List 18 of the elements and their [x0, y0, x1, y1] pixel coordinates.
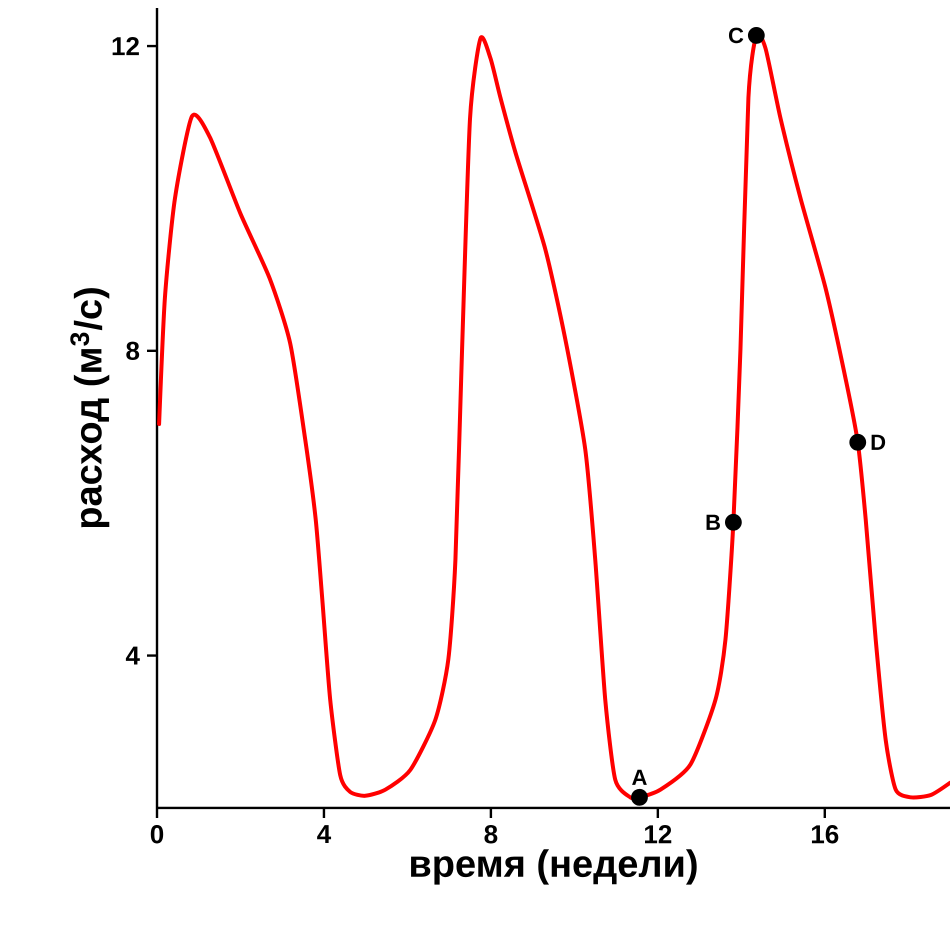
y-tick-label: 4 — [126, 646, 140, 665]
point — [631, 788, 648, 806]
x-tick-label: 12 — [645, 825, 672, 844]
x-tick-label: 4 — [317, 825, 332, 843]
y-tick-label: 12 — [112, 37, 139, 56]
x-tick-label: 8 — [484, 825, 498, 844]
point — [724, 514, 742, 531]
annotation: A — [632, 770, 647, 785]
x-axis-title: время (недели) — [411, 849, 697, 885]
y-axis-title: расход (м$^{3}$/с) — [70, 288, 110, 528]
point — [748, 27, 765, 44]
annotation: B — [706, 514, 720, 530]
annotation: C — [728, 28, 744, 44]
point — [849, 434, 866, 451]
x-tick-label: 16 — [812, 825, 838, 844]
y-tick-label: 8 — [126, 342, 140, 360]
annotation: D — [872, 434, 886, 450]
x-tick-label: 0 — [150, 825, 164, 844]
